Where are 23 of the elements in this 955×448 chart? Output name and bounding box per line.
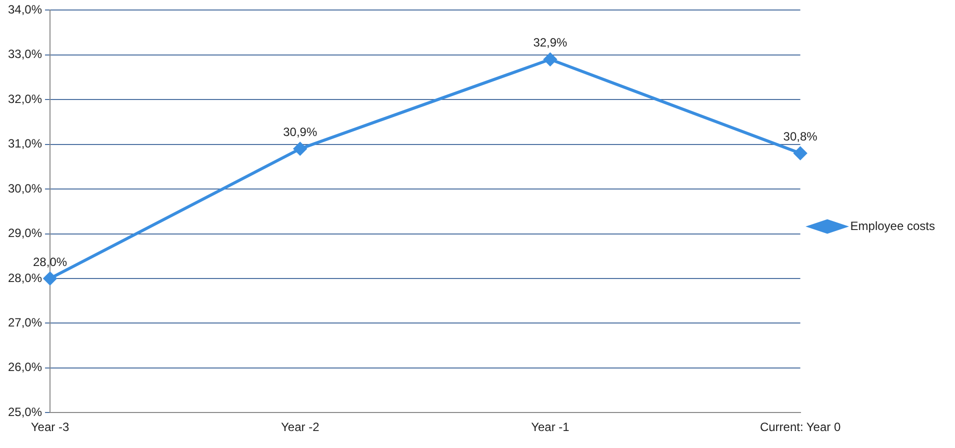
data-label: 30,8%: [783, 130, 818, 144]
point: [544, 52, 557, 66]
x-tick-label: Year -1: [531, 420, 570, 434]
y-tick-label: 31,0%: [8, 136, 42, 151]
x-tick-label: Year -3: [30, 420, 70, 434]
y-tick-label: 26,0%: [8, 360, 42, 374]
y-tick-label: 29,0%: [8, 226, 42, 240]
legend-label: Employee costs: [850, 218, 935, 233]
data-label: 30,9%: [283, 125, 318, 140]
point: [294, 142, 307, 156]
y-tick-label: 27,0%: [8, 315, 42, 330]
point: [794, 146, 807, 160]
point: [44, 272, 57, 285]
y-tick-label: 25,0%: [8, 404, 42, 419]
x-tick-label: Current: Year 0: [760, 420, 841, 434]
y-tick-label: 28,0%: [8, 270, 42, 285]
data-label: 32,9%: [533, 36, 568, 50]
y-tick-label: 30,0%: [8, 181, 42, 196]
y-tick-label: 32,0%: [8, 92, 42, 106]
y-tick-label: 33,0%: [8, 47, 42, 62]
y-tick-label: 34,0%: [8, 2, 42, 17]
data-label: 28,0%: [33, 254, 68, 269]
x-tick-label: Year -2: [280, 420, 320, 434]
